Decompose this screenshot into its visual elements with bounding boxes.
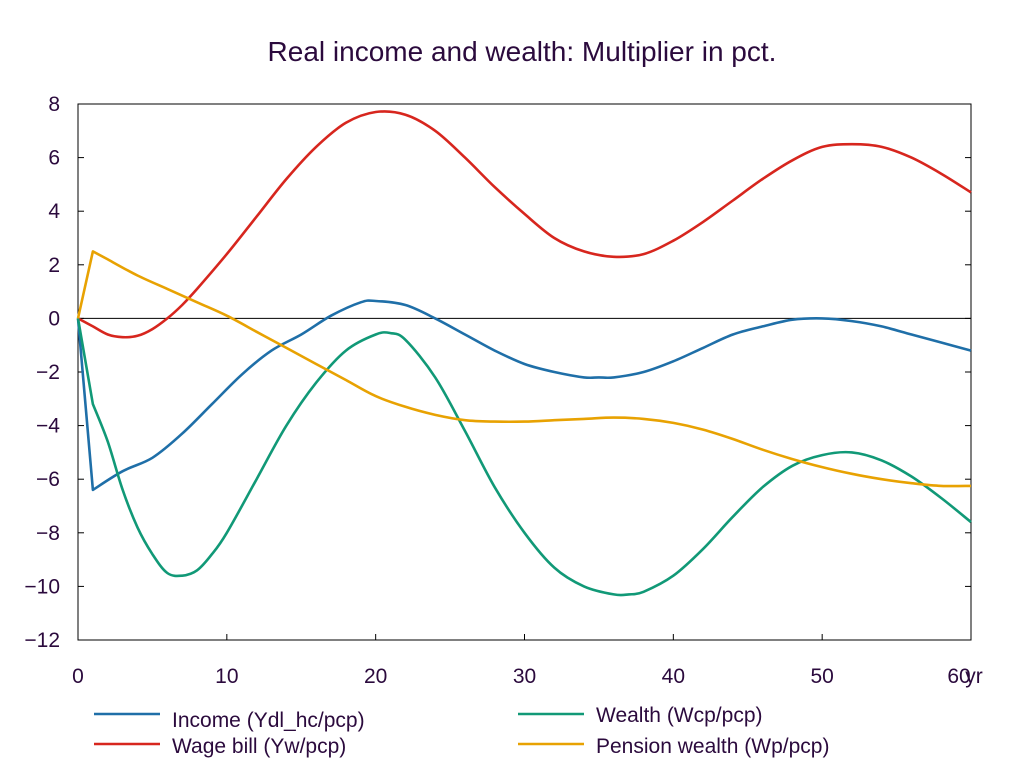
x-tick-label: 20 (364, 665, 387, 688)
y-tick-label: −6 (36, 468, 60, 491)
x-tick-label: 30 (513, 665, 536, 688)
x-tick-label: 50 (810, 665, 833, 688)
y-tick-label: −4 (36, 415, 60, 438)
legend: Income (Ydl_hc/pcp) Wage bill (Yw/pcp) Wea… (94, 704, 829, 758)
y-tick-label: 4 (48, 200, 60, 223)
x-tick-label: 60 (947, 665, 970, 688)
plot-frame (77, 103, 972, 641)
chart-title: Real income and wealth: Multiplier in pc… (268, 36, 777, 67)
legend-label-3: Wealth (Wcp/pcp) (596, 704, 763, 727)
y-tick-label: 0 (48, 307, 60, 330)
y-tick-label: −8 (36, 522, 60, 545)
legend-label-1: Income (Ydl_hc/pcp) (172, 709, 365, 732)
y-tick-label: 8 (48, 93, 60, 116)
legend-label-2: Wage bill (Yw/pcp) (172, 735, 346, 758)
y-tick-label: −12 (24, 629, 60, 652)
x-tick-label: 40 (662, 665, 685, 688)
series-line-1 (76, 299, 972, 492)
series-layer (76, 110, 972, 597)
series-line-2 (77, 110, 972, 339)
y-tick-label: 2 (48, 254, 60, 277)
y-tick-label: 6 (48, 147, 60, 170)
y-tick-label: −10 (24, 575, 60, 598)
legend-label-4: Pension wealth (Wp/pcp) (596, 735, 829, 758)
x-tick-label: 0 (72, 665, 84, 688)
x-tick-label: 10 (215, 665, 238, 688)
series-line-3 (76, 318, 972, 597)
series-line-4 (76, 250, 972, 488)
y-tick-label: −2 (36, 361, 60, 384)
x-unit-label: yr (965, 665, 983, 688)
